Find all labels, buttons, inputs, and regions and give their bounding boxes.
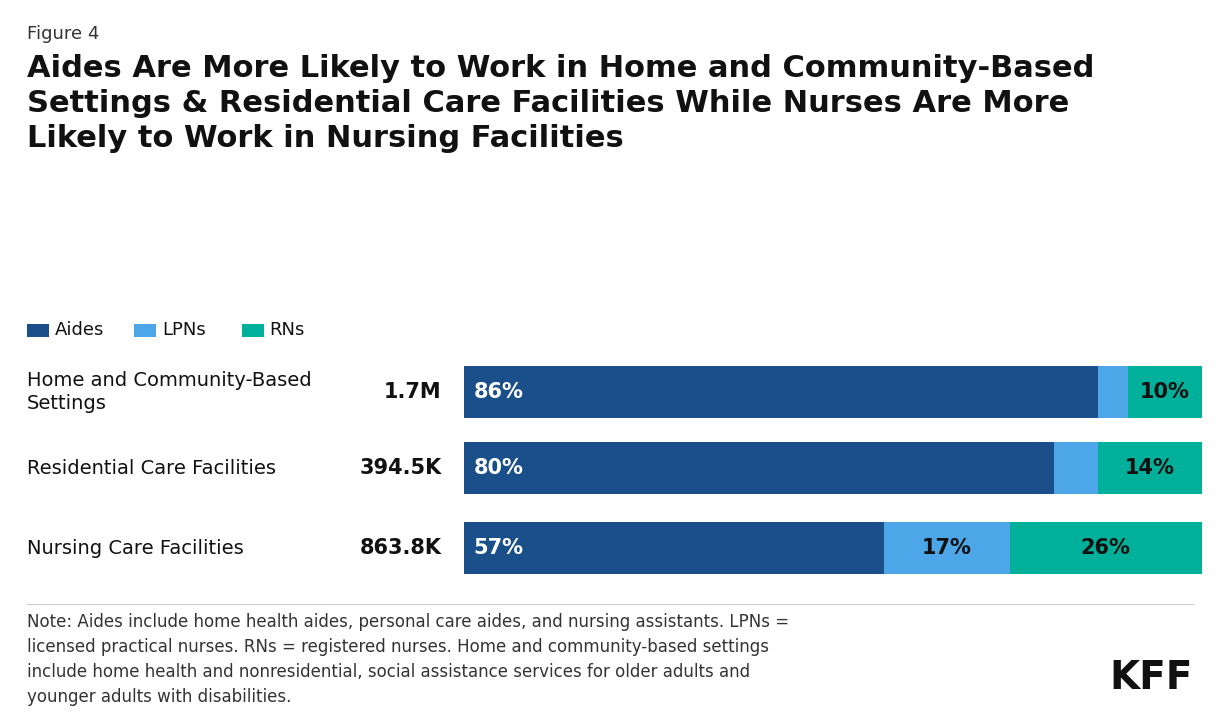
FancyBboxPatch shape [134, 324, 156, 337]
FancyBboxPatch shape [884, 522, 1010, 574]
Text: LPNs: LPNs [162, 322, 206, 339]
Text: RNs: RNs [270, 322, 305, 339]
Text: 14%: 14% [1125, 458, 1175, 478]
Text: 17%: 17% [922, 538, 972, 558]
Text: 80%: 80% [473, 458, 523, 478]
FancyBboxPatch shape [1098, 442, 1202, 494]
Text: KFF: KFF [1110, 659, 1193, 697]
Text: Aides Are More Likely to Work in Home and Community-Based
Settings & Residential: Aides Are More Likely to Work in Home an… [27, 54, 1094, 153]
Text: 86%: 86% [473, 382, 523, 402]
Text: Nursing Care Facilities: Nursing Care Facilities [27, 539, 244, 558]
FancyBboxPatch shape [1010, 522, 1202, 574]
Text: 10%: 10% [1139, 382, 1190, 402]
FancyBboxPatch shape [464, 442, 1054, 494]
Text: 394.5K: 394.5K [360, 458, 442, 478]
Text: 26%: 26% [1081, 538, 1131, 558]
Text: 57%: 57% [473, 538, 523, 558]
FancyBboxPatch shape [464, 522, 884, 574]
FancyBboxPatch shape [242, 324, 264, 337]
Text: 863.8K: 863.8K [360, 538, 442, 558]
Text: Figure 4: Figure 4 [27, 25, 99, 44]
FancyBboxPatch shape [1054, 442, 1098, 494]
Text: Residential Care Facilities: Residential Care Facilities [27, 459, 276, 478]
FancyBboxPatch shape [27, 324, 49, 337]
FancyBboxPatch shape [1098, 366, 1127, 418]
Text: Home and Community-Based
Settings: Home and Community-Based Settings [27, 371, 311, 413]
Text: Aides: Aides [55, 322, 104, 339]
Text: Note: Aides include home health aides, personal care aides, and nursing assistan: Note: Aides include home health aides, p… [27, 613, 789, 706]
FancyBboxPatch shape [1127, 366, 1202, 418]
FancyBboxPatch shape [464, 366, 1098, 418]
Text: 1.7M: 1.7M [384, 382, 442, 402]
